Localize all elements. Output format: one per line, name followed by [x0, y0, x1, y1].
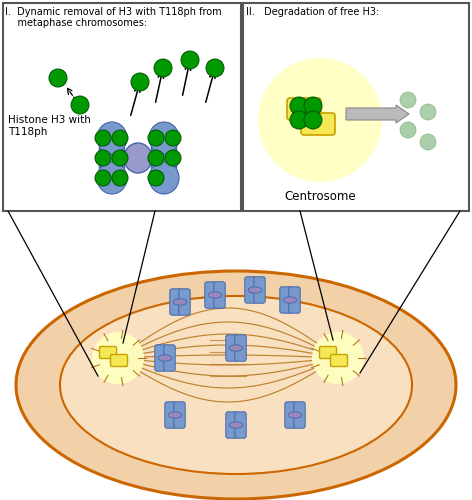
- Ellipse shape: [248, 287, 262, 293]
- Ellipse shape: [60, 296, 412, 474]
- FancyBboxPatch shape: [330, 354, 347, 366]
- Circle shape: [181, 51, 199, 69]
- Circle shape: [112, 170, 128, 186]
- Circle shape: [290, 111, 308, 129]
- Ellipse shape: [97, 162, 127, 194]
- Circle shape: [165, 130, 181, 146]
- Ellipse shape: [208, 292, 222, 298]
- Ellipse shape: [173, 299, 187, 305]
- Circle shape: [400, 122, 416, 138]
- Text: Histone H3 with: Histone H3 with: [8, 115, 91, 125]
- Circle shape: [112, 150, 128, 166]
- Circle shape: [304, 97, 322, 115]
- Circle shape: [206, 59, 224, 77]
- FancyBboxPatch shape: [289, 287, 300, 313]
- FancyBboxPatch shape: [243, 3, 469, 211]
- Circle shape: [71, 96, 89, 114]
- Ellipse shape: [229, 345, 243, 351]
- Ellipse shape: [158, 355, 172, 361]
- Ellipse shape: [149, 162, 179, 194]
- Circle shape: [400, 92, 416, 108]
- Circle shape: [49, 69, 67, 87]
- FancyBboxPatch shape: [301, 113, 335, 135]
- FancyBboxPatch shape: [110, 354, 127, 366]
- Circle shape: [148, 130, 164, 146]
- Circle shape: [165, 150, 181, 166]
- Circle shape: [420, 104, 436, 120]
- FancyBboxPatch shape: [254, 277, 265, 303]
- FancyBboxPatch shape: [235, 335, 246, 361]
- Ellipse shape: [124, 143, 152, 173]
- Ellipse shape: [16, 271, 456, 499]
- FancyBboxPatch shape: [214, 282, 225, 308]
- Circle shape: [290, 97, 308, 115]
- Text: Centrosome: Centrosome: [284, 190, 356, 203]
- Ellipse shape: [97, 122, 127, 154]
- FancyBboxPatch shape: [245, 277, 256, 303]
- FancyBboxPatch shape: [155, 345, 166, 371]
- FancyBboxPatch shape: [3, 3, 241, 211]
- Ellipse shape: [168, 412, 182, 418]
- Circle shape: [312, 332, 364, 384]
- FancyArrow shape: [346, 105, 409, 123]
- Circle shape: [112, 130, 128, 146]
- Text: I.  Dynamic removal of H3 with T118ph from: I. Dynamic removal of H3 with T118ph fro…: [5, 7, 222, 17]
- Circle shape: [95, 170, 111, 186]
- Ellipse shape: [151, 123, 177, 193]
- FancyBboxPatch shape: [226, 412, 237, 438]
- Circle shape: [148, 170, 164, 186]
- FancyBboxPatch shape: [100, 346, 117, 358]
- FancyBboxPatch shape: [205, 282, 216, 308]
- FancyBboxPatch shape: [320, 346, 337, 358]
- Ellipse shape: [149, 122, 179, 154]
- Ellipse shape: [229, 422, 243, 428]
- FancyBboxPatch shape: [294, 402, 305, 428]
- Circle shape: [148, 150, 164, 166]
- FancyBboxPatch shape: [174, 402, 185, 428]
- FancyBboxPatch shape: [280, 287, 291, 313]
- FancyBboxPatch shape: [235, 412, 246, 438]
- FancyBboxPatch shape: [226, 335, 237, 361]
- FancyBboxPatch shape: [285, 402, 296, 428]
- Circle shape: [420, 134, 436, 150]
- Circle shape: [154, 59, 172, 77]
- FancyBboxPatch shape: [170, 289, 181, 315]
- FancyBboxPatch shape: [164, 345, 175, 371]
- Text: metaphase chromosomes:: metaphase chromosomes:: [5, 18, 147, 28]
- Ellipse shape: [283, 297, 297, 303]
- Ellipse shape: [288, 412, 302, 418]
- Circle shape: [304, 111, 322, 129]
- Circle shape: [92, 332, 144, 384]
- Circle shape: [95, 130, 111, 146]
- Circle shape: [258, 58, 382, 182]
- Circle shape: [131, 73, 149, 91]
- Ellipse shape: [99, 123, 125, 193]
- Text: II.   Degradation of free H3:: II. Degradation of free H3:: [246, 7, 379, 17]
- FancyBboxPatch shape: [179, 289, 190, 315]
- FancyBboxPatch shape: [287, 98, 321, 120]
- Circle shape: [95, 150, 111, 166]
- FancyBboxPatch shape: [165, 402, 176, 428]
- Text: T118ph: T118ph: [8, 127, 47, 137]
